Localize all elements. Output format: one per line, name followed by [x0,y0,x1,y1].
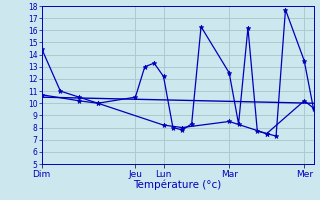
X-axis label: Température (°c): Température (°c) [133,180,222,190]
